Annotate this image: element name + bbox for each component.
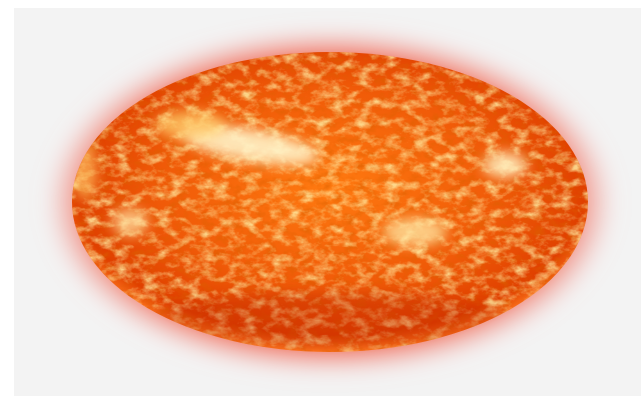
flare [112,208,148,236]
shade [150,292,510,348]
flare [483,152,527,178]
sun-flares [73,111,527,348]
flare [383,218,447,246]
flare [155,111,225,139]
flare [181,125,319,165]
